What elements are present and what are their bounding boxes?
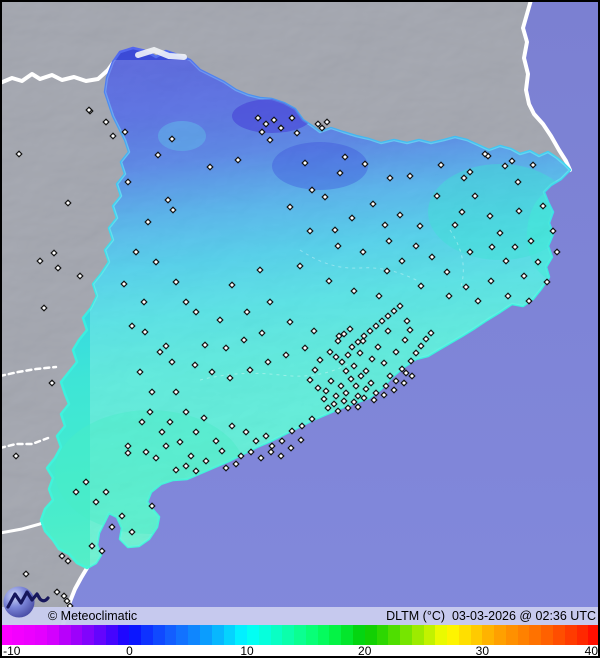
colorbar-cell	[529, 625, 542, 645]
colorbar-cell	[435, 625, 448, 645]
colorbar-cell	[482, 625, 495, 645]
colorbar-cell	[470, 625, 483, 645]
colorbar-cell	[141, 625, 153, 645]
colorbar-cell	[94, 625, 106, 645]
colorbar-cell	[164, 625, 177, 645]
colorbar-cell	[576, 625, 589, 645]
colorbar-cell	[341, 625, 353, 645]
colorbar-cell	[200, 625, 212, 645]
colorbar-cell	[0, 625, 12, 645]
colorbar-tick-labels: -10 0 10 20 30 40	[0, 645, 600, 658]
colorbar-cell	[564, 625, 577, 645]
colorbar-cell	[35, 625, 48, 645]
colorbar-cell	[541, 625, 553, 645]
colorbar-cell	[505, 625, 518, 645]
colorbar-cell	[364, 625, 377, 645]
dltm-timestamp-text: DLTM (°C) 03-03-2026 @ 02:36 UTC	[386, 609, 596, 623]
meteoclimatic-wave-logo-icon	[3, 586, 50, 618]
colorbar-cell	[388, 625, 401, 645]
colorbar-cell	[23, 625, 36, 645]
colorbar-cell	[423, 625, 436, 645]
colorbar-cell	[70, 625, 83, 645]
info-band: © Meteoclimatic DLTM (°C) 03-03-2026 @ 0…	[0, 607, 600, 625]
colorbar-tick-label: 20	[358, 644, 372, 658]
colorbar-cell	[400, 625, 412, 645]
colorbar-tick-label: -10	[3, 644, 21, 658]
colorbar-cell	[458, 625, 471, 645]
colorbar-cell	[329, 625, 342, 645]
colorbar-cell	[270, 625, 283, 645]
colorbar-cell	[58, 625, 71, 645]
colorbar-cell	[282, 625, 295, 645]
colorbar-cell	[105, 625, 118, 645]
colorbar-cell	[494, 625, 506, 645]
colorbar-cell	[152, 625, 165, 645]
colorbar-cell	[552, 625, 565, 645]
colorbar-cell	[376, 625, 389, 645]
colorbar-cell	[411, 625, 424, 645]
colorbar-cell	[82, 625, 95, 645]
colorbar-cell	[588, 625, 600, 645]
snow-patch	[135, 46, 187, 60]
colorbar-tick-label: 10	[240, 644, 254, 658]
colorbar-cell	[305, 625, 318, 645]
colorbar-cell	[258, 625, 271, 645]
colorbar-cell	[117, 625, 130, 645]
colorbar-cell	[447, 625, 459, 645]
colorbar-tick-label: 30	[475, 644, 490, 658]
border-france-spain	[0, 61, 115, 85]
colorbar-cell	[317, 625, 330, 645]
colorbar-cell	[294, 625, 306, 645]
colorbar-cell	[352, 625, 365, 645]
colorbar-cell	[11, 625, 24, 645]
colorbar-tick-label: 0	[126, 644, 133, 658]
colorbar-tick-label: 40	[584, 644, 598, 658]
colorbar-cell	[223, 625, 236, 645]
colorbar-cell	[47, 625, 59, 645]
mediterranean-sea	[58, 0, 600, 658]
colorbar-cell	[211, 625, 224, 645]
colorbar-cell	[176, 625, 189, 645]
colorbar-cell	[247, 625, 259, 645]
coastline-france	[521, 0, 572, 172]
colorbar-cell	[188, 625, 201, 645]
colorbar-cell	[517, 625, 530, 645]
colorbar-cell	[129, 625, 142, 645]
attribution-text: © Meteoclimatic	[48, 609, 138, 623]
temperature-colorbar	[0, 625, 600, 645]
regional-borders	[0, 365, 58, 450]
colorbar-cell	[235, 625, 248, 645]
